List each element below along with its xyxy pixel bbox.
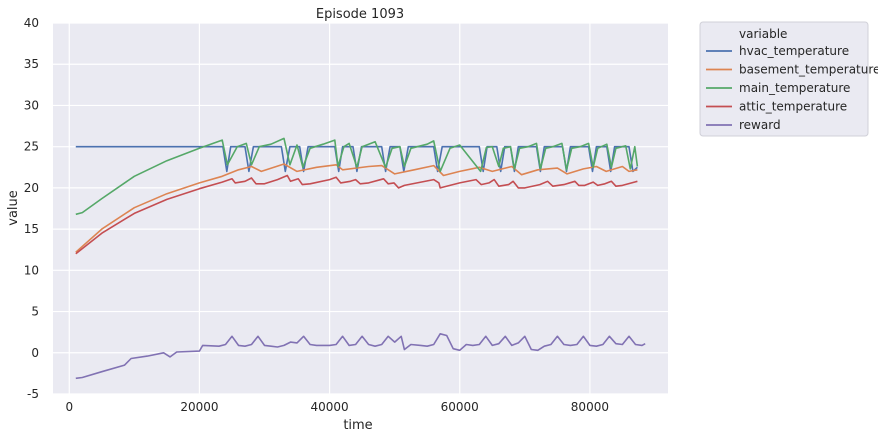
series-line-basement-temperature [75,163,638,253]
y-axis-label: value [6,190,21,226]
legend-label: main_temperature [739,81,850,95]
y-tick-label: 0 [31,346,39,360]
legend-label: reward [739,118,781,132]
y-tick-label: 5 [31,305,39,319]
y-tick-label: 25 [24,140,39,154]
x-tick-labels: 0 20000 40000 60000 80000 [65,400,609,414]
legend-title: variable [739,27,787,41]
legend-label: hvac_temperature [739,44,849,58]
legend: variable hvac_temperature basement_temper… [699,21,878,137]
series-line-attic-temperature [75,174,638,255]
y-tick-label: 30 [24,98,39,112]
y-tick-label: 40 [24,16,39,30]
legend-box [699,21,869,137]
legend-label: attic_temperature [739,100,847,114]
x-axis-label: time [343,418,372,433]
x-tick-label: 0 [65,400,73,414]
series-lines [75,137,646,380]
y-tick-label: 35 [24,57,39,71]
series-line-reward [75,332,646,380]
series-line-main-temperature [75,137,639,216]
legend-items: hvac_temperature basement_temperaturemain… [706,44,878,132]
chart-title: Episode 1093 [316,7,404,22]
y-tick-label: 20 [24,181,39,195]
y-tick-label: 10 [24,263,39,277]
legend-label: basement_temperature [739,63,878,77]
x-tick-label: 40000 [310,400,348,414]
y-tick-labels: -5 0 5 10 15 20 25 30 35 40 [24,16,39,401]
y-tick-label: -5 [27,387,39,401]
y-tick-label: 15 [24,222,39,236]
x-tick-label: 80000 [571,400,609,414]
grid-lines [53,22,668,395]
x-tick-label: 60000 [441,400,479,414]
plot-background [53,23,668,394]
x-tick-label: 20000 [180,400,218,414]
